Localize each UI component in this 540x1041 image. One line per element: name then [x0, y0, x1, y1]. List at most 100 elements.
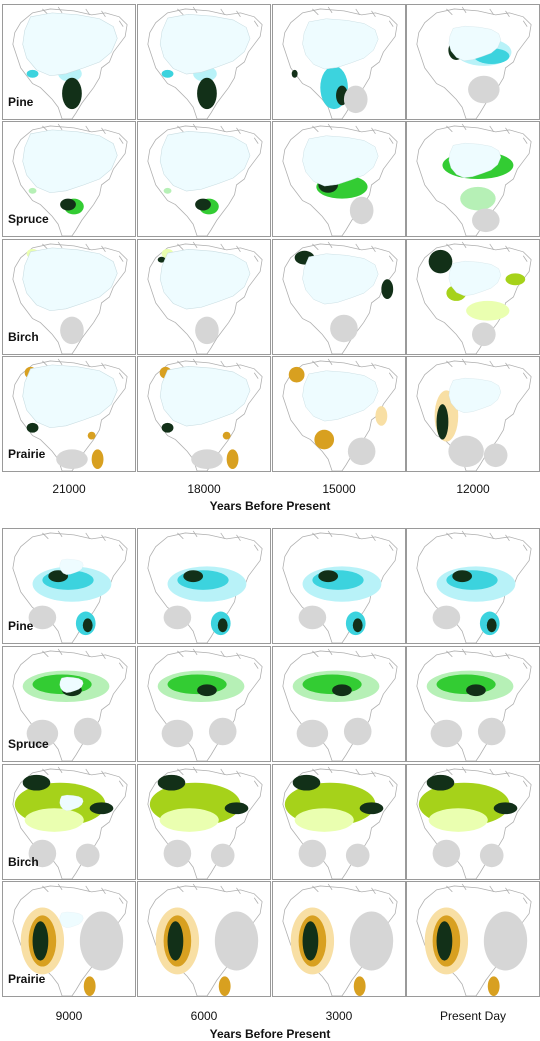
vegetation-zone	[56, 449, 88, 470]
vegetation-zone	[208, 717, 237, 746]
vegetation-zone	[332, 684, 352, 697]
map-panel-birch-18000	[137, 239, 271, 355]
arctic-islands	[42, 123, 124, 144]
map-graphic	[12, 648, 128, 761]
vegetation-zone	[161, 69, 174, 78]
vegetation-zone	[161, 719, 194, 748]
vegetation-zone	[349, 196, 374, 225]
arctic-islands	[312, 530, 394, 551]
ice-sheet	[448, 142, 502, 178]
vegetation-zone	[73, 717, 102, 746]
map-panel-birch-12000	[406, 239, 540, 355]
map-panel-spruce-9000: Spruce	[2, 646, 136, 762]
vegetation-zone	[493, 802, 518, 815]
continent-outline	[147, 650, 263, 761]
vegetation-zone	[375, 406, 388, 426]
map-graphic	[416, 530, 532, 643]
map-graphic	[416, 883, 532, 996]
vegetation-zone	[291, 69, 298, 78]
arctic-islands	[446, 358, 528, 379]
vegetation-zone	[163, 605, 192, 630]
column-label: 15000	[322, 482, 356, 496]
vegetation-zone	[294, 808, 354, 832]
column-label: 3000	[325, 1009, 353, 1023]
map-graphic	[282, 766, 398, 879]
vegetation-zone	[318, 570, 339, 583]
vegetation-zone	[60, 316, 84, 345]
ice-sheet	[59, 558, 84, 575]
vegetation-zone	[477, 717, 506, 746]
vegetation-zone	[466, 300, 510, 321]
map-panel-spruce-18000	[137, 121, 271, 237]
map-graphic	[282, 883, 398, 996]
map-panel-prairie-12000	[406, 356, 540, 472]
arctic-islands	[42, 6, 124, 27]
map-graphic	[147, 123, 263, 236]
vegetation-zone	[159, 808, 219, 832]
vegetation-zone	[288, 366, 305, 383]
arctic-islands	[312, 6, 394, 27]
vegetation-zone	[163, 839, 192, 868]
vegetation-zone	[347, 437, 376, 466]
map-panel-pine-6000	[137, 528, 271, 644]
vegetation-zone	[195, 198, 211, 211]
vegetation-zone	[381, 279, 394, 299]
arctic-islands	[42, 241, 124, 262]
vegetation-zone	[426, 774, 455, 791]
vegetation-zone	[62, 77, 82, 110]
vegetation-zone	[468, 75, 500, 104]
map-graphic	[12, 358, 128, 471]
map-panel-birch-21000: Birch	[2, 239, 136, 355]
map-graphic	[416, 123, 532, 236]
map-graphic	[282, 648, 398, 761]
vegetation-zone	[472, 208, 500, 233]
map-panel-spruce-21000: Spruce	[2, 121, 136, 237]
arctic-islands	[312, 358, 394, 379]
vegetation-zone	[487, 976, 500, 996]
map-graphic	[282, 123, 398, 236]
arctic-islands	[42, 648, 124, 669]
vegetation-zone	[352, 618, 363, 633]
vegetation-zone	[353, 976, 366, 996]
ice-sheet	[302, 135, 379, 187]
arctic-islands	[177, 766, 259, 787]
continent-outline	[416, 650, 532, 761]
vegetation-zone	[448, 435, 484, 468]
arctic-islands	[446, 648, 528, 669]
vegetation-zone	[224, 802, 249, 815]
vegetation-zone	[217, 618, 228, 633]
map-graphic	[282, 530, 398, 643]
vegetation-zone	[486, 618, 497, 633]
vegetation-zone	[226, 449, 239, 470]
map-panel-pine-9000: Pine	[2, 528, 136, 644]
map-panel-pine-present-day	[406, 528, 540, 644]
arctic-islands	[446, 766, 528, 787]
arctic-islands	[312, 648, 394, 669]
vegetation-zone	[82, 618, 93, 633]
vegetation-zone	[89, 802, 114, 815]
column-label: 6000	[190, 1009, 218, 1023]
vegetation-zone	[167, 921, 184, 961]
arctic-islands	[42, 530, 124, 551]
row-label-spruce: Spruce	[8, 737, 49, 751]
axis-title: Years Before Present	[209, 1027, 331, 1041]
arctic-islands	[177, 241, 259, 262]
map-graphic	[416, 766, 532, 879]
ice-sheet	[22, 247, 118, 312]
map-panel-birch-9000: Birch	[2, 764, 136, 880]
vegetation-zone	[296, 719, 329, 748]
vegetation-zone	[28, 605, 57, 630]
map-panel-pine-21000: Pine	[2, 4, 136, 120]
vegetation-zone	[483, 443, 508, 468]
map-graphic	[12, 241, 128, 354]
map-panel-prairie-present-day	[406, 881, 540, 997]
arctic-islands	[446, 241, 528, 262]
row-label-pine: Pine	[8, 619, 34, 633]
vegetation-zone	[436, 921, 453, 961]
map-panel-prairie-9000: Prairie	[2, 881, 136, 997]
vegetation-zone	[195, 316, 219, 345]
vegetation-zone	[163, 187, 172, 194]
arctic-islands	[312, 766, 394, 787]
vegetation-zone	[432, 839, 461, 868]
vegetation-zone	[349, 911, 394, 971]
